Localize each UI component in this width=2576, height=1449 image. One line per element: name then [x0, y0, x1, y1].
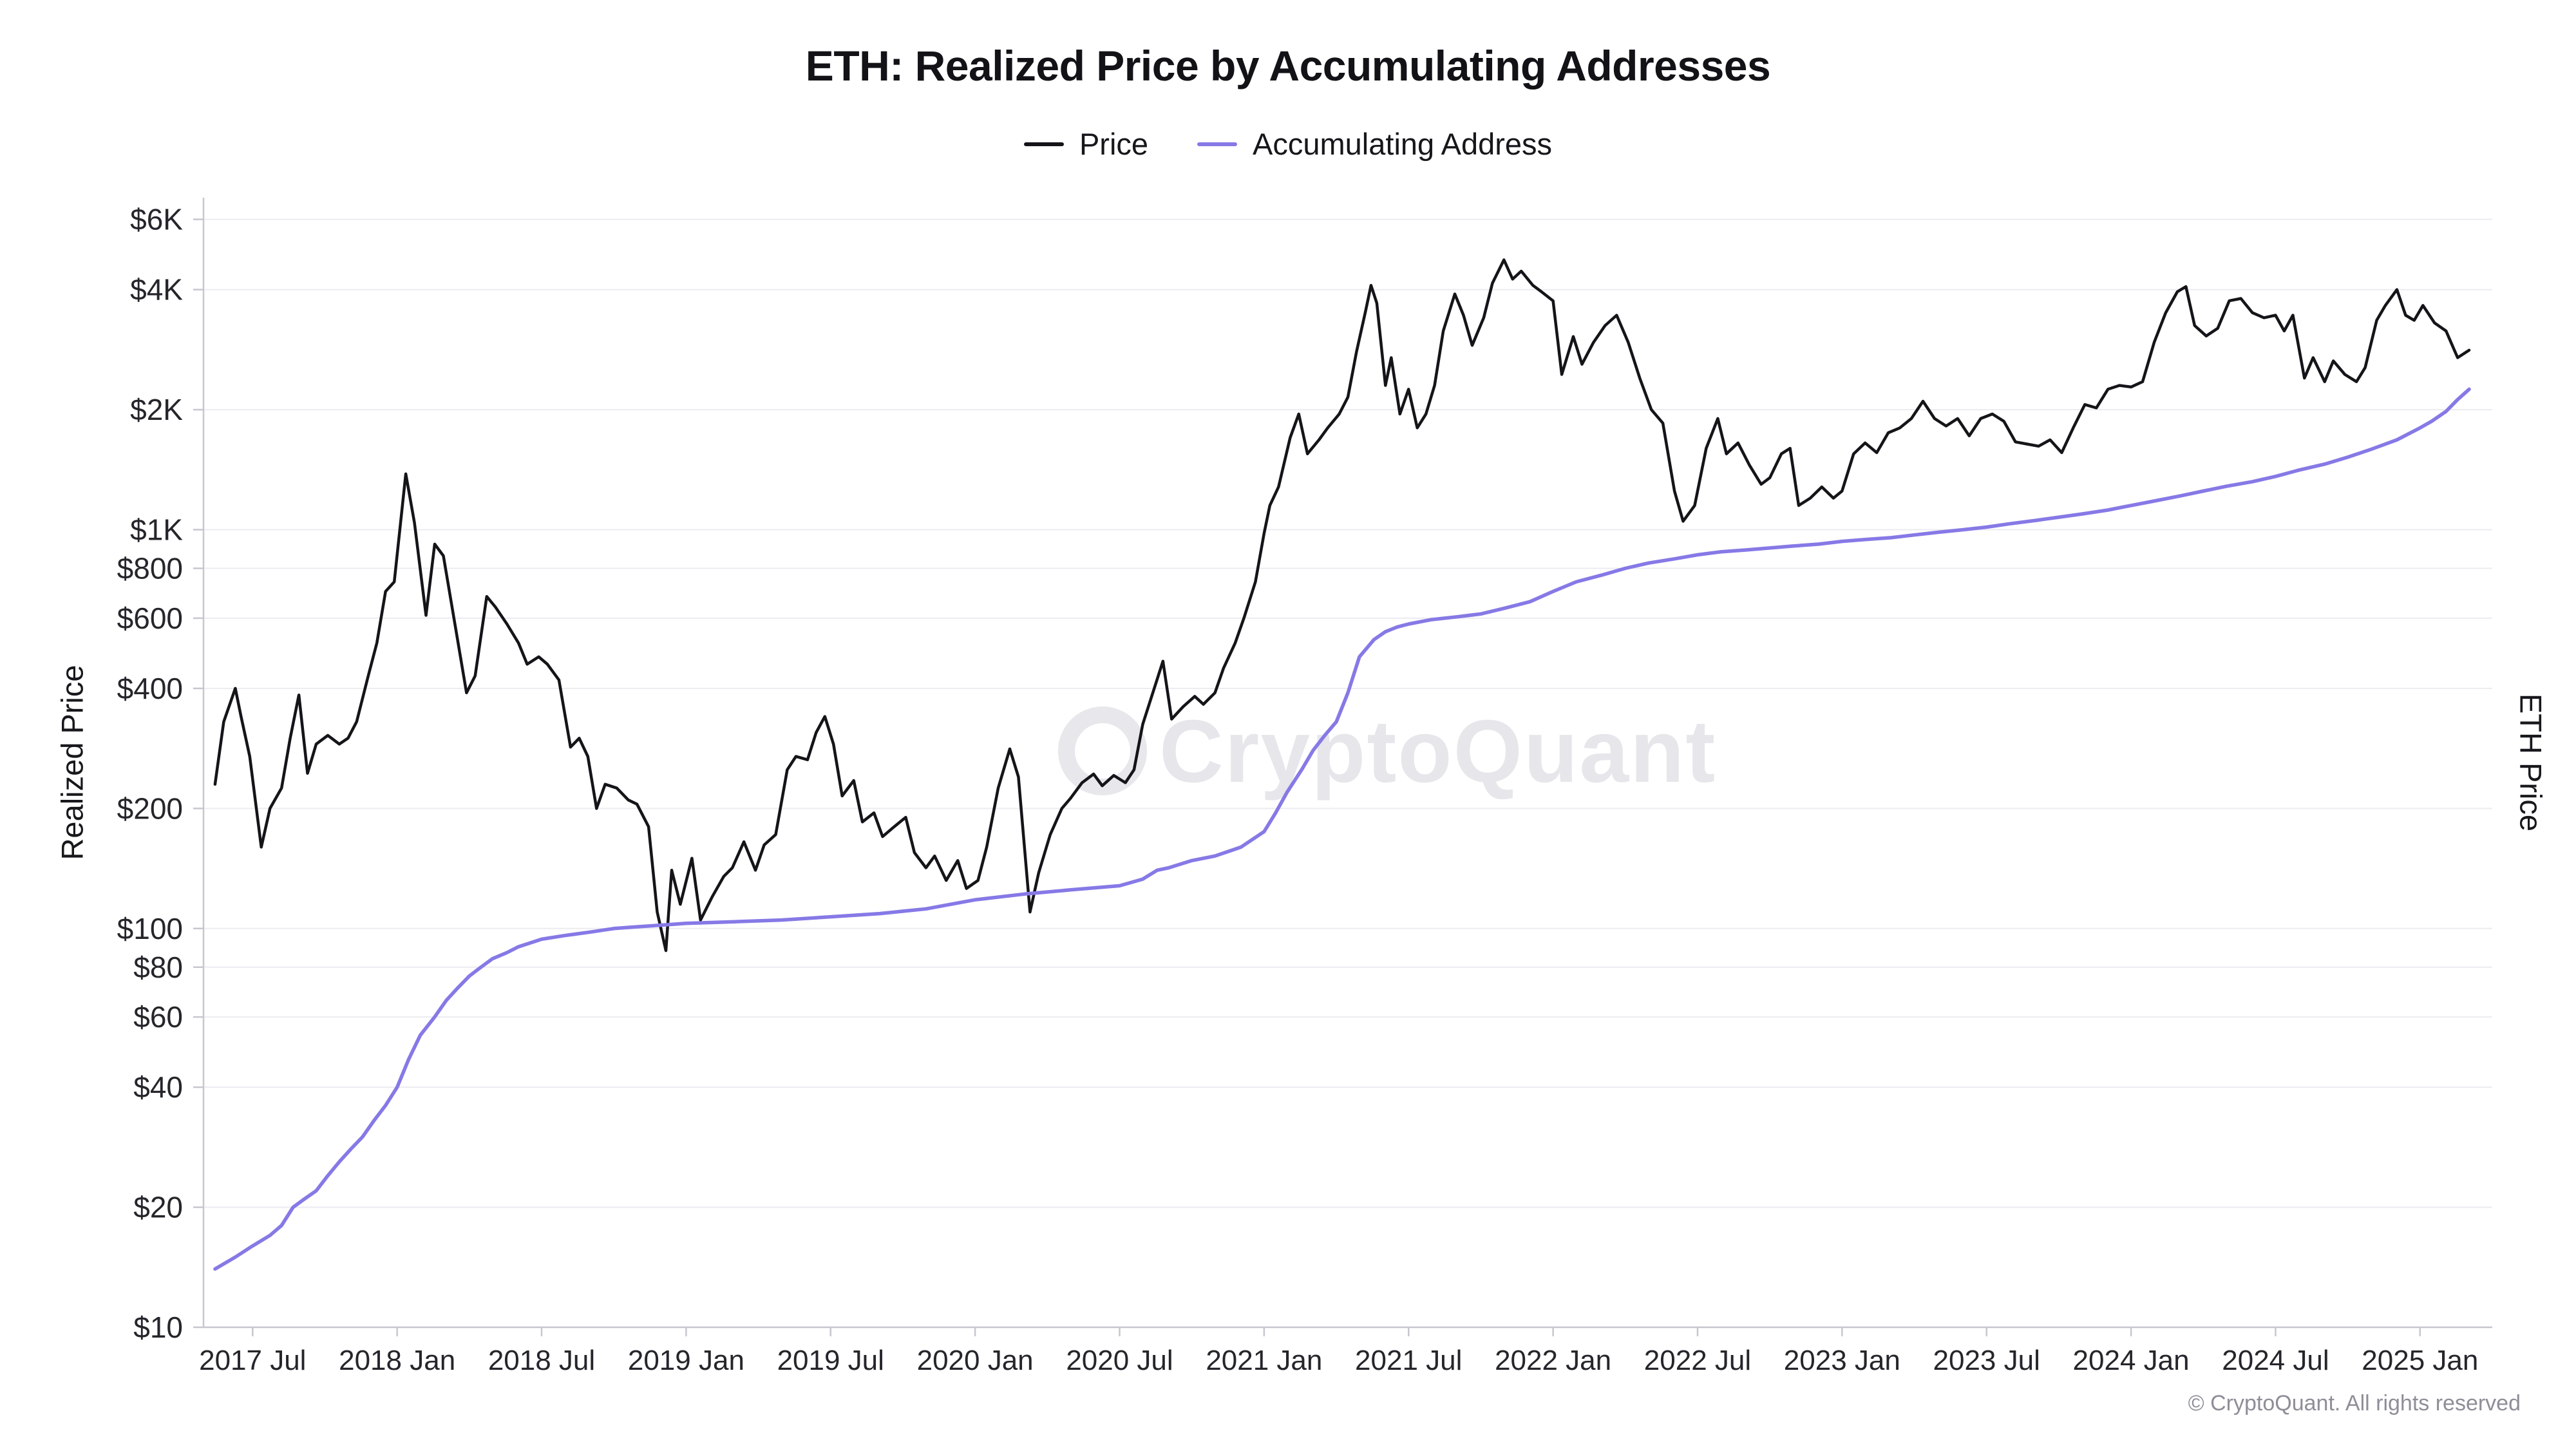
- x-tick-label: 2018 Jan: [339, 1345, 455, 1376]
- y-axis-title-right: ETH Price: [2514, 693, 2548, 832]
- x-tick-label: 2022 Jul: [1644, 1345, 1751, 1376]
- accumulating-address-series-line: [213, 387, 2471, 1271]
- y-tick-label: $10: [133, 1311, 183, 1344]
- x-tick-label: 2017 Jul: [199, 1345, 306, 1376]
- x-tick-label: 2018 Jul: [488, 1345, 595, 1376]
- y-tick-label: $400: [117, 672, 183, 705]
- price-series-line: [213, 258, 2471, 952]
- y-tick-label: $40: [133, 1070, 183, 1104]
- y-tick-label: $20: [133, 1191, 183, 1224]
- x-tick-label: 2019 Jan: [628, 1345, 744, 1376]
- legend-label-price: Price: [1079, 127, 1149, 161]
- y-tick-label: $100: [117, 912, 183, 945]
- legend-label-accumulating-address: Accumulating Address: [1253, 127, 1553, 161]
- watermark-text: CryptoQuant: [1159, 702, 1716, 801]
- x-tick-label: 2020 Jan: [917, 1345, 1034, 1376]
- legend: Price Accumulating Address: [0, 126, 2576, 162]
- chart-title: ETH: Realized Price by Accumulating Addr…: [805, 42, 1771, 90]
- y-tick-label: $200: [117, 791, 183, 825]
- x-tick-label: 2021 Jul: [1355, 1345, 1462, 1376]
- y-axis-title-left: Realized Price: [55, 665, 90, 860]
- x-tick-label: 2023 Jan: [1784, 1345, 1900, 1376]
- y-tick-label: $1K: [130, 513, 183, 547]
- x-tick-label: 2024 Jul: [2222, 1345, 2329, 1376]
- y-tick-label: $600: [117, 601, 183, 635]
- x-tick-label: 2019 Jul: [777, 1345, 884, 1376]
- copyright-notice: © CryptoQuant. All rights reserved: [2188, 1391, 2521, 1416]
- legend-item-accumulating-address[interactable]: Accumulating Address: [1197, 126, 1552, 162]
- price-line-swatch-icon: [1023, 142, 1064, 146]
- x-tick-label: 2022 Jan: [1495, 1345, 1611, 1376]
- x-tick-label: 2025 Jan: [2362, 1345, 2478, 1376]
- y-tick-label: $60: [133, 1000, 183, 1034]
- x-tick-label: 2023 Jul: [1933, 1345, 2040, 1376]
- y-tick-label: $2K: [130, 393, 183, 426]
- legend-item-price[interactable]: Price: [1023, 126, 1149, 162]
- y-tick-label: $800: [117, 552, 183, 585]
- accumulating-address-line-swatch-icon: [1197, 142, 1238, 146]
- y-tick-label: $6K: [130, 203, 183, 236]
- x-tick-label: 2021 Jan: [1206, 1345, 1322, 1376]
- y-tick-label: $80: [133, 951, 183, 984]
- x-tick-label: 2024 Jan: [2073, 1345, 2190, 1376]
- cryptoquant-logo-watermark-icon: [1058, 706, 1147, 795]
- y-tick-label: $4K: [130, 273, 183, 307]
- x-tick-label: 2020 Jul: [1066, 1345, 1173, 1376]
